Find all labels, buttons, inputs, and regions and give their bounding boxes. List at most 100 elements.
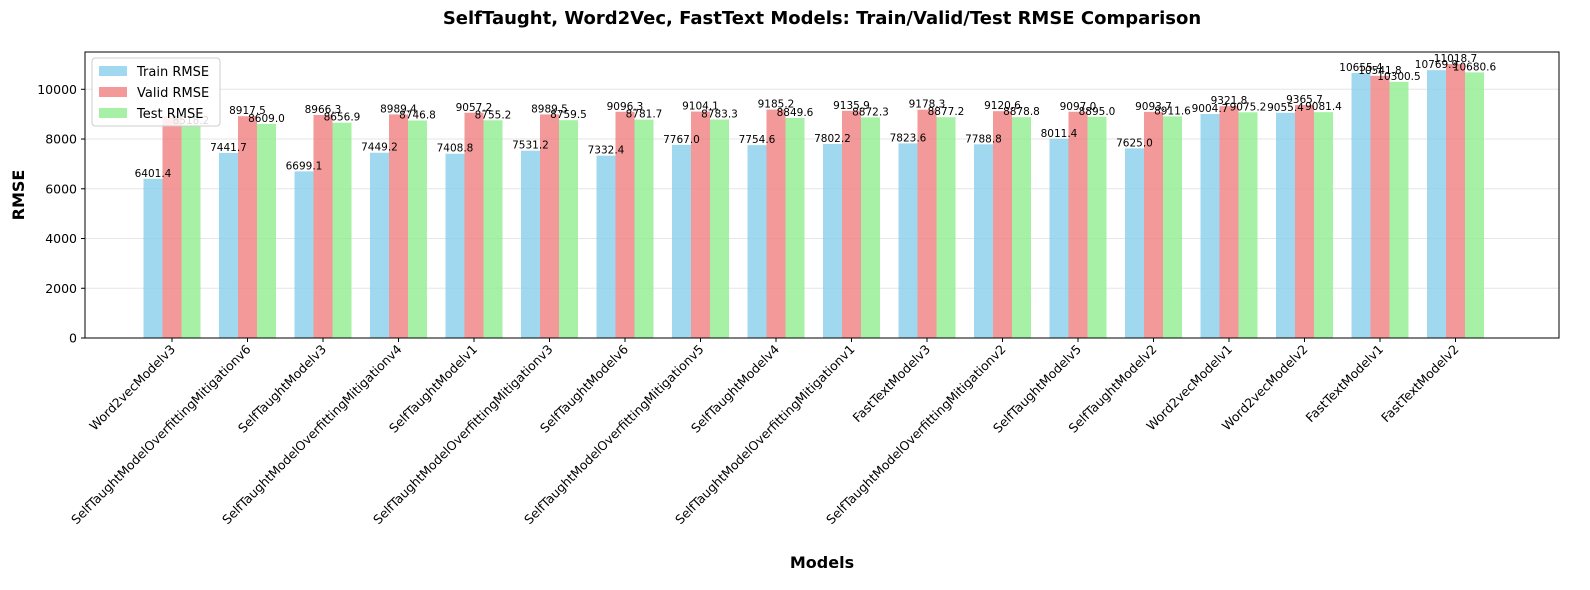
- bar-value-label: 10769.9: [1415, 59, 1458, 71]
- bar-train-rmse: [823, 143, 842, 338]
- bar-value-label: 7802.2: [814, 133, 851, 145]
- y-axis-label: RMSE: [9, 170, 28, 221]
- y-tick-label: 8000: [45, 132, 77, 147]
- bar-test-rmse: [785, 117, 805, 338]
- bar-valid-rmse: [1370, 75, 1390, 338]
- bar-valid-rmse: [766, 109, 786, 338]
- bar-value-label: 9178.3: [909, 99, 946, 111]
- bar-value-label: 7767.0: [663, 134, 700, 146]
- bar-test-rmse: [634, 119, 654, 338]
- plot-area-frame: [84, 51, 1560, 339]
- bar-valid-rmse: [1219, 106, 1239, 338]
- bar-value-label: 8011.4: [1041, 128, 1078, 140]
- bar-value-label: 8911.6: [1154, 105, 1191, 117]
- bar-valid-rmse: [1068, 111, 1088, 338]
- bar-valid-rmse: [1144, 111, 1163, 339]
- bar-value-label: 8656.9: [324, 112, 361, 124]
- y-tick-label: 6000: [45, 181, 77, 196]
- bar-train-rmse: [898, 143, 918, 338]
- bar-valid-rmse: [389, 114, 408, 338]
- bar-valid-rmse: [1295, 105, 1314, 339]
- bar-train-rmse: [747, 145, 767, 338]
- legend-swatch: [99, 108, 127, 118]
- bar-value-label: 8895.0: [1079, 106, 1116, 118]
- x-tick-label: FastTextModelv2: [1378, 342, 1462, 426]
- legend-swatch: [99, 87, 127, 97]
- legend-swatch: [99, 66, 127, 76]
- bar-valid-rmse: [615, 111, 635, 338]
- x-axis: Word2vecModelv3SelfTaughtModelOverfittin…: [68, 338, 1462, 527]
- bar-valid-rmse: [1446, 63, 1465, 338]
- bar-train-rmse: [596, 155, 616, 338]
- bar-train-rmse: [1200, 114, 1220, 338]
- bar-valid-rmse: [917, 109, 937, 338]
- bar-value-label: 7441.7: [210, 142, 247, 154]
- data-labels: 6401.4 7441.7 6699.1 7449.2 7408.8 7531.2 7332…: [135, 53, 1497, 180]
- bar-value-label: 9120.6: [984, 100, 1021, 112]
- y-tick-label: 0: [69, 331, 77, 346]
- bar-value-label: 8917.5: [229, 105, 266, 117]
- bar-value-label: 9055.4: [1267, 102, 1304, 114]
- bar-test-rmse: [332, 122, 352, 338]
- bar-valid-rmse: [313, 115, 333, 338]
- bar-value-label: 9075.2: [1230, 101, 1267, 113]
- bar-train-rmse: [1276, 112, 1295, 338]
- bar-train-rmse: [219, 152, 238, 338]
- y-tick-label: 4000: [45, 231, 77, 246]
- bar-value-label: 10680.6: [1453, 61, 1497, 73]
- bar-value-label: 9135.9: [833, 100, 870, 112]
- legend-entry: Train RMSE: [136, 65, 209, 80]
- bar-valid-rmse: [842, 110, 861, 339]
- bar-train-rmse: [974, 144, 993, 338]
- bar-test-rmse: [408, 120, 427, 338]
- legend-entry: Valid RMSE: [137, 86, 209, 101]
- bar-test-rmse: [861, 117, 880, 338]
- bar-value-label: 8872.3: [852, 106, 889, 118]
- bar-train-rmse: [1049, 138, 1069, 338]
- bar-train-rmse: [370, 152, 389, 338]
- bar-value-label: 8877.2: [928, 106, 965, 118]
- legend-entry: Test RMSE: [136, 107, 203, 122]
- y-axis: 0 2000 4000 6000 8000 10000: [37, 82, 85, 346]
- bar-value-label: 9081.4: [1305, 101, 1342, 113]
- y-tick-label: 10000: [37, 82, 77, 97]
- bar-value-label: 6699.1: [286, 160, 323, 172]
- bar-value-label: 8878.8: [1003, 106, 1040, 118]
- bar-value-label: 8755.2: [475, 109, 512, 121]
- bar-valid-rmse: [993, 111, 1012, 338]
- bar-value-label: 8746.8: [399, 109, 436, 121]
- bars: [143, 63, 1484, 339]
- bar-value-label: 8783.3: [701, 109, 738, 121]
- bar-test-rmse: [1163, 116, 1182, 339]
- bar-value-label: 9365.7: [1286, 94, 1323, 106]
- bar-train-rmse: [1427, 70, 1446, 338]
- bar-value-label: 9185.2: [758, 99, 795, 111]
- bar-test-rmse: [1238, 112, 1258, 339]
- bar-train-rmse: [143, 178, 163, 338]
- bar-value-label: 8966.3: [305, 104, 342, 116]
- bar-value-label: 7788.8: [965, 133, 1002, 145]
- bar-test-rmse: [1087, 116, 1107, 338]
- bar-value-label: 7332.4: [588, 145, 625, 157]
- bar-value-label: 8849.6: [777, 107, 814, 119]
- bar-value-label: 9104.1: [682, 101, 719, 113]
- bar-value-label: 7754.6: [739, 134, 776, 146]
- bar-train-rmse: [521, 150, 540, 338]
- bar-value-label: 11018.7: [1434, 53, 1477, 65]
- bar-value-label: 8759.5: [550, 109, 587, 121]
- bar-value-label: 7449.2: [361, 142, 398, 154]
- y-tick-label: 2000: [45, 281, 77, 296]
- bar-value-label: 8989.5: [531, 103, 568, 115]
- bar-value-label: 8781.7: [626, 109, 663, 121]
- bar-train-rmse: [1351, 73, 1371, 339]
- bar-value-label: 9004.7: [1192, 103, 1229, 115]
- x-axis-label: Models: [790, 553, 854, 572]
- bar-test-rmse: [257, 123, 276, 338]
- bar-valid-rmse: [162, 116, 182, 338]
- bar-train-rmse: [294, 171, 314, 338]
- x-tick-label: Word2vecModelv2: [1219, 342, 1311, 434]
- bar-train-rmse: [445, 153, 465, 338]
- bar-valid-rmse: [464, 112, 484, 338]
- bar-test-rmse: [483, 120, 503, 338]
